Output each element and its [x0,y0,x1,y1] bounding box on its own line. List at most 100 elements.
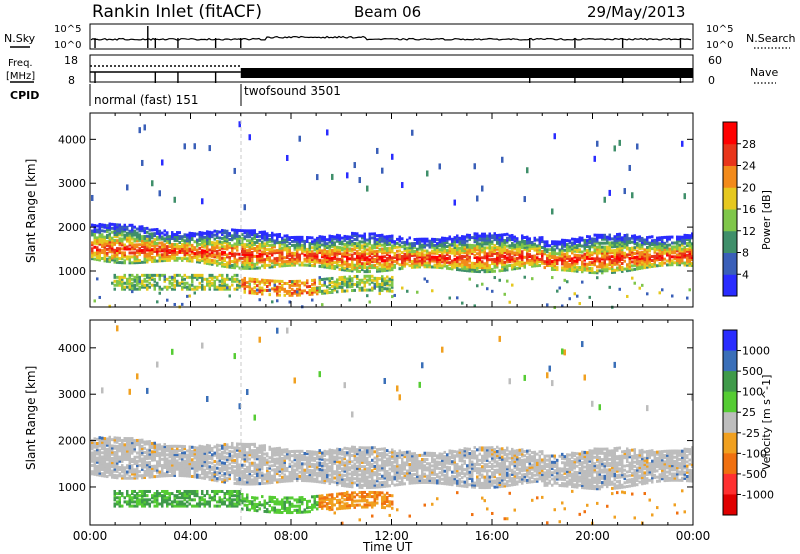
power-cell [251,243,254,247]
power-cell [586,250,589,254]
power-cell [401,255,404,259]
power-cell [188,287,191,291]
power-cell [528,253,531,257]
velocity-cell [168,496,171,500]
power-cell [318,258,321,262]
velocity-cell [136,498,139,502]
power-cell [553,248,556,252]
power-cell [126,285,129,289]
power-cell [416,263,419,267]
power-cell [286,256,289,260]
power-cell [473,269,476,273]
power-cell [511,243,514,247]
power-cell [103,245,106,249]
power-cell [123,235,126,239]
power-cell [133,261,136,265]
power-cell [361,254,364,258]
power-cell [123,227,126,231]
power-cell [376,276,379,280]
power-cell [656,242,659,246]
power-cell [253,231,256,235]
power-cell [551,262,554,266]
power-cell [128,257,131,261]
velocity-cell [151,469,154,473]
power-cell [201,285,204,289]
power-cell [533,256,536,260]
velocity-cell [141,504,144,508]
power-cell [496,259,499,263]
power-cell [661,257,664,261]
velocity-cell [196,473,199,477]
velocity-cell [173,459,176,463]
power-cell [368,236,371,240]
power-cell [681,253,684,257]
velocity-cell [173,465,176,469]
power-cell [471,245,474,249]
power-cell [681,257,684,261]
power-cell [426,261,429,265]
power-cell [236,228,239,232]
velocity-cell [131,457,134,461]
power-cell [146,226,149,230]
power-cell [561,262,564,266]
power-cell [176,246,179,250]
power-cell [246,233,249,237]
velocity-cell [113,446,116,450]
velocity-cell [121,474,124,478]
power-cell [336,286,339,290]
power-cell [108,260,111,264]
power-cell [538,248,541,252]
power-cell [163,275,166,279]
power-cell [461,241,464,245]
power-cell [303,283,306,287]
power-cell [161,259,164,263]
velocity-cell [151,464,154,468]
velocity-cell [176,444,179,448]
power-cell [421,257,424,261]
power-cell [318,235,321,239]
power-cell [131,251,134,255]
power-cell [363,266,366,270]
power-cell [228,259,231,263]
power-cell [123,247,126,251]
power-cell [618,246,621,250]
power-cell [548,254,551,258]
power-cell [223,279,226,283]
power-cell [386,243,389,247]
power-cell [371,286,374,290]
power-cell [226,237,229,241]
power-cell [206,281,209,285]
power-cell [101,249,104,253]
power-cell [416,290,419,294]
velocity-cell [116,449,119,453]
power-cell [526,257,529,261]
power-cell [458,242,461,246]
power-cell [611,270,614,274]
power-cell [361,278,364,282]
power-cell [208,242,211,246]
power-cell [588,239,591,243]
power-cell [271,259,274,263]
power-cell [243,231,246,235]
power-cell [316,244,319,248]
velocity-cell [106,466,109,470]
power-cell [521,246,524,250]
power-cell [336,257,339,261]
power-cell [621,242,624,246]
velocity-cell [188,472,191,476]
power-cell [518,266,521,270]
velocity-cell [96,450,99,454]
power-cell [153,244,156,248]
power-cell [446,260,449,264]
velocity-cell [91,463,94,467]
power-cell [328,234,331,238]
power-cell [651,264,654,268]
power-cell [158,259,161,263]
power-cell [143,227,146,231]
power-cell [521,236,524,240]
power-cell [261,234,264,238]
power-cell [506,244,509,248]
velocity-cell [141,489,144,493]
power-cell [631,268,634,272]
power-cell [123,281,126,285]
